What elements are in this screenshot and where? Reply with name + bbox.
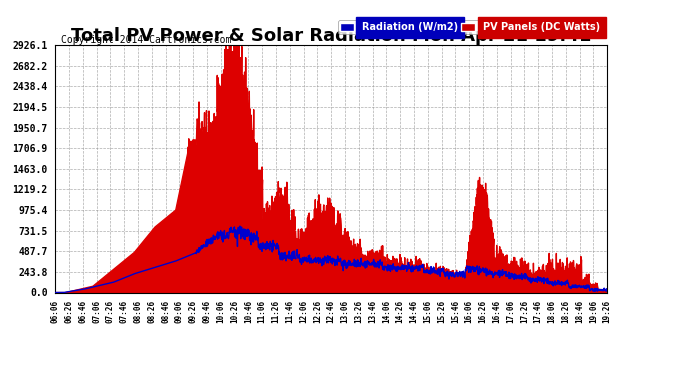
Text: Copyright 2014 Cartronics.com: Copyright 2014 Cartronics.com [61, 35, 231, 45]
Title: Total PV Power & Solar Radiation Mon Apr 21 19:41: Total PV Power & Solar Radiation Mon Apr… [71, 27, 591, 45]
Legend: Radiation (W/m2), PV Panels (DC Watts): Radiation (W/m2), PV Panels (DC Watts) [337, 20, 602, 34]
